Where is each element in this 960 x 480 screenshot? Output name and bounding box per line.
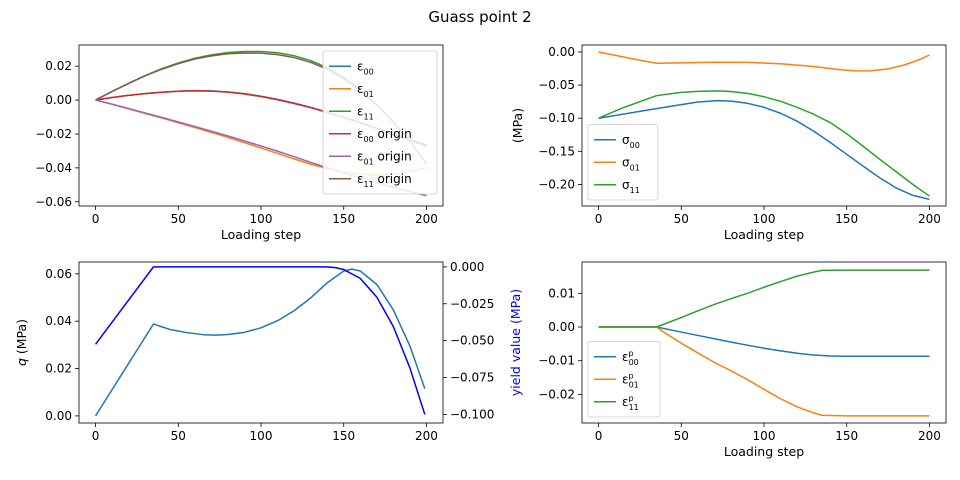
x-tick-label: 200 (918, 429, 941, 443)
y-tick-label: −0.04 (35, 161, 72, 175)
chart-strain: 0 50 100 150 200 −0.06 −0.04 −0.02 0.00 0.02 Loadi… (35, 44, 444, 242)
legend-entry: ε00 origin (357, 127, 412, 144)
legend-entry: εp 01 (622, 371, 639, 389)
y-tick-label: 0.00 (548, 320, 575, 334)
y2-axis-label: yield value (MPa) (508, 289, 523, 396)
y-tick-label: 0.00 (45, 409, 72, 423)
x-tick-label: 150 (835, 212, 858, 226)
x-axis-label: Loading step (724, 444, 804, 459)
x-tick-label: 50 (171, 429, 186, 443)
x-tick-label: 100 (250, 212, 273, 226)
series-line (598, 99, 930, 201)
y-tick-label: −0.15 (538, 144, 575, 158)
series-group (598, 269, 930, 417)
x-tick-label: 200 (918, 212, 941, 226)
plot-area: 0 50 100 150 200 −0.06 −0.04 −0.02 0.00 0.02 Loadi… (14, 44, 947, 459)
x-tick-label: 100 (753, 212, 776, 226)
legend-entry: ε01 (357, 82, 374, 99)
chart-q: 0 50 100 150 200 0.00 0.02 0.04 0.06 q (MPa) −0.10… (14, 260, 523, 443)
x-axis-label: Loading step (724, 227, 804, 242)
figure-title: Guass point 2 (428, 8, 531, 26)
y2-tick-label: 0.000 (450, 260, 484, 274)
series-line (94, 266, 426, 415)
series-group (598, 51, 930, 201)
x-tick-label: 0 (92, 429, 100, 443)
y-tick-label: −0.05 (538, 78, 575, 92)
legend-entry: ε01 origin (357, 149, 412, 166)
legend-entry: εp 00 (622, 349, 639, 367)
axes-frame (581, 44, 947, 207)
legend-entry: σ00 (622, 133, 640, 150)
legend: ε00 ε01 ε11 ε00 origin ε01 origin ε11 origin (322, 50, 438, 195)
x-tick-label: 150 (332, 212, 355, 226)
legend-frame (322, 50, 438, 195)
chart-plastic: 0 50 100 150 200 −0.02 −0.01 0.00 0.01 Loading st… (538, 261, 947, 459)
x-axis-label: Loading step (221, 227, 301, 242)
y-tick-label: 0.02 (45, 362, 72, 376)
y-tick-label: 0.01 (548, 286, 575, 300)
x-tick-label: 0 (92, 212, 100, 226)
x-tick-label: 50 (674, 212, 689, 226)
legend-frame (587, 341, 661, 418)
y-tick-label: 0.00 (548, 45, 575, 59)
x-tick-label: 0 (595, 429, 603, 443)
series-line (94, 268, 426, 417)
y-tick-label: 0.04 (45, 314, 72, 328)
series-line (598, 90, 930, 197)
x-tick-label: 150 (835, 429, 858, 443)
x-tick-label: 50 (171, 212, 186, 226)
y2-tick-label: −0.025 (450, 297, 494, 311)
chart-stress: 0 50 100 150 200 −0.20 −0.15 −0.10 −0.05 0.00 Load… (510, 44, 947, 242)
y-tick-label: −0.02 (538, 387, 575, 401)
y2-tick-label: −0.050 (450, 334, 494, 348)
y-tick-label: −0.01 (538, 354, 575, 368)
y-axis-label: (MPa) (510, 108, 525, 143)
series-line (598, 269, 930, 328)
y-tick-label: 0.06 (45, 267, 72, 281)
x-tick-label: 150 (332, 429, 355, 443)
x-tick-label: 100 (753, 429, 776, 443)
series-line (598, 326, 930, 358)
y-axis-label: q (MPa) (14, 319, 29, 366)
x-tick-label: 100 (250, 429, 273, 443)
x-tick-label: 200 (415, 212, 438, 226)
legend-entry: σ01 (622, 155, 640, 172)
x-tick-label: 50 (674, 429, 689, 443)
legend-entry: ε11 (357, 104, 374, 121)
legend-entry: ε11 origin (357, 172, 412, 189)
y-tick-label: −0.02 (35, 127, 72, 141)
axes-frame (581, 261, 947, 424)
series-line (598, 326, 930, 417)
y2-tick-label: −0.075 (450, 371, 494, 385)
legend-entry: εp 11 (622, 394, 639, 412)
legend-frame (587, 124, 659, 201)
y-tick-label: 0.02 (45, 59, 72, 73)
y-tick-label: 0.00 (45, 93, 72, 107)
y2-tick-label: −0.100 (450, 407, 494, 421)
series-group (94, 266, 426, 417)
axes-frame (78, 44, 444, 207)
x-tick-label: 200 (415, 429, 438, 443)
x-tick-label: 0 (595, 212, 603, 226)
axes-frame (78, 261, 444, 424)
series-line (598, 51, 930, 72)
y-tick-label: −0.10 (538, 111, 575, 125)
legend: σ00 σ01 σ11 (587, 124, 659, 201)
legend-entry: ε00 (357, 59, 374, 76)
y-tick-label: −0.06 (35, 195, 72, 209)
legend: εp 00 εp 01 εp 11 (587, 341, 661, 418)
y-tick-label: −0.20 (538, 177, 575, 191)
legend-entry: σ11 (622, 178, 640, 195)
